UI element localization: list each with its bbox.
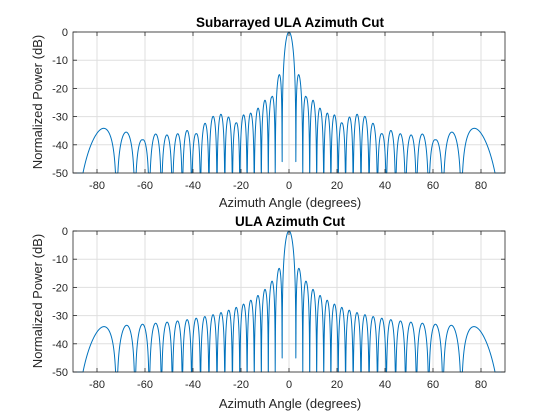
y-tick-label: -10 — [52, 55, 68, 67]
ticks: -80 -60 -40 -20 0 20 40 60 80 0 -10 -20 -30 -40 -50 — [52, 27, 505, 192]
y-tick-label: -10 — [52, 254, 68, 266]
x-tick-label: 40 — [379, 379, 391, 391]
x-axis-label: Azimuth Angle (degrees) — [219, 396, 361, 411]
x-tick-label: -20 — [233, 180, 249, 192]
x-tick-label: 40 — [379, 180, 391, 192]
y-axis-label: Normalized Power (dB) — [30, 234, 45, 368]
x-tick-label: 80 — [475, 180, 487, 192]
y-axis-label: Normalized Power (dB) — [30, 35, 45, 169]
y-tick-label: -40 — [52, 339, 68, 351]
x-tick-label: -60 — [137, 180, 153, 192]
x-tick-label: -80 — [89, 379, 105, 391]
y-tick-label: 0 — [62, 27, 68, 39]
grid — [73, 230, 505, 373]
x-tick-label: 20 — [331, 180, 343, 192]
y-tick-label: -30 — [52, 112, 68, 124]
y-tick-label: -20 — [52, 83, 68, 95]
x-tick-label: -60 — [137, 379, 153, 391]
plot-bottom: ULA Azimuth Cut Normalized Power (dB) Az… — [30, 214, 506, 411]
y-tick-label: -30 — [52, 311, 68, 323]
plot-title: ULA Azimuth Cut — [235, 214, 345, 229]
x-tick-label: -20 — [233, 379, 249, 391]
x-tick-label: -40 — [185, 180, 201, 192]
x-tick-label: 60 — [427, 379, 439, 391]
x-axis-label: Azimuth Angle (degrees) — [219, 195, 361, 210]
ticks: -80 -60 -40 -20 0 20 40 60 80 0 -10 -20 -30 -40 -50 — [52, 226, 505, 391]
y-tick-label: -40 — [52, 140, 68, 152]
x-tick-label: -80 — [89, 180, 105, 192]
plot-title: Subarrayed ULA Azimuth Cut — [196, 15, 385, 30]
x-tick-label: 0 — [286, 180, 292, 192]
x-tick-label: 60 — [427, 180, 439, 192]
y-tick-label: -50 — [52, 367, 68, 379]
y-tick-label: -20 — [52, 282, 68, 294]
x-tick-label: -40 — [185, 379, 201, 391]
y-tick-label: -50 — [52, 168, 68, 180]
y-tick-label: 0 — [62, 226, 68, 238]
plot-top: Subarrayed ULA Azimuth Cut Normalized Po… — [30, 15, 506, 210]
x-tick-label: 80 — [475, 379, 487, 391]
x-tick-label: 20 — [331, 379, 343, 391]
x-tick-label: 0 — [286, 379, 292, 391]
